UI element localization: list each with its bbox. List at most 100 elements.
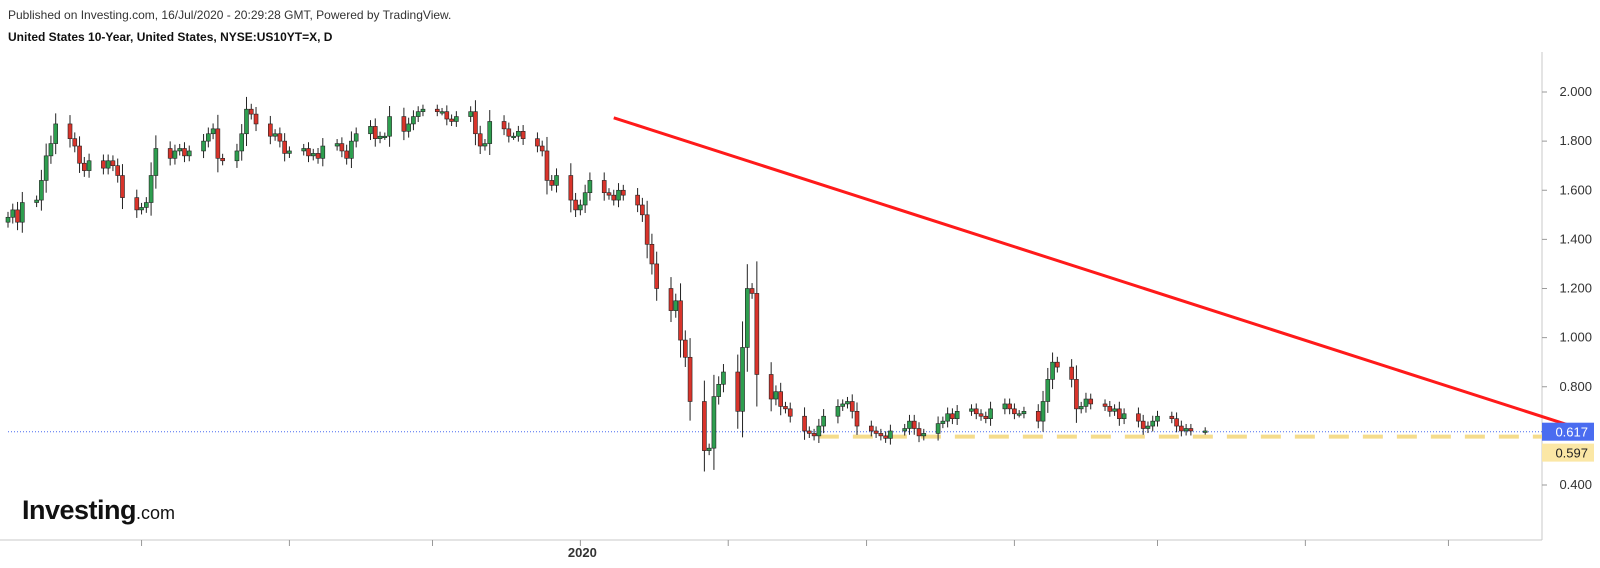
candle-up bbox=[39, 180, 44, 201]
last-price-badge bbox=[1542, 422, 1594, 441]
candle-up bbox=[1121, 413, 1127, 419]
candle-down bbox=[339, 143, 345, 152]
candle-up bbox=[53, 123, 58, 144]
candle-up bbox=[921, 433, 927, 437]
candle-up bbox=[816, 425, 822, 437]
candle-down bbox=[849, 401, 855, 412]
candle-down bbox=[735, 371, 741, 412]
candle-down bbox=[1035, 411, 1041, 422]
candle-up bbox=[988, 408, 993, 419]
candle-up bbox=[310, 153, 316, 157]
support-price-label: 0.597 bbox=[1555, 446, 1588, 461]
candle-down bbox=[768, 374, 774, 400]
candle-up bbox=[172, 150, 178, 159]
candle-up bbox=[1002, 403, 1008, 410]
candle-down bbox=[682, 339, 688, 358]
candle-down bbox=[978, 413, 984, 417]
candle-up bbox=[1155, 415, 1160, 422]
y-tick-label: 1.000 bbox=[1559, 330, 1592, 345]
candle-up bbox=[969, 408, 974, 412]
candle-up bbox=[1021, 411, 1027, 415]
candle-up bbox=[1050, 361, 1055, 380]
candle-down bbox=[1174, 418, 1179, 427]
candle-down bbox=[473, 111, 478, 135]
candle-down bbox=[869, 425, 874, 432]
candle-down bbox=[220, 158, 225, 162]
candle-down bbox=[477, 133, 483, 147]
candle-up bbox=[582, 192, 588, 206]
candle-down bbox=[120, 175, 125, 198]
candle-down bbox=[253, 113, 259, 125]
candle-up bbox=[377, 135, 383, 139]
candle-down bbox=[306, 148, 311, 157]
candle-up bbox=[186, 150, 192, 157]
candle-down bbox=[282, 140, 287, 154]
candle-up bbox=[1112, 408, 1117, 412]
candle-down bbox=[215, 128, 221, 159]
candle-down bbox=[110, 160, 116, 166]
investing-logo: Investing.com bbox=[22, 495, 175, 526]
candle-up bbox=[144, 202, 149, 208]
candle-up bbox=[773, 391, 779, 400]
candle-up bbox=[1040, 401, 1046, 422]
candle-up bbox=[721, 371, 726, 385]
candle-up bbox=[48, 143, 54, 157]
candle-down bbox=[1117, 408, 1122, 419]
candle-up bbox=[1202, 430, 1208, 433]
candle-down bbox=[611, 194, 617, 201]
candle-up bbox=[1083, 398, 1089, 407]
x-tick-label: 2020 bbox=[568, 545, 597, 560]
candle-up bbox=[387, 116, 392, 137]
candle-down bbox=[1140, 420, 1146, 429]
candle-up bbox=[945, 413, 950, 422]
y-tick-label: 0.400 bbox=[1559, 477, 1592, 492]
y-tick-label: 1.600 bbox=[1559, 182, 1592, 197]
candle-down bbox=[640, 204, 645, 216]
candle-up bbox=[935, 423, 941, 434]
candle-down bbox=[434, 108, 440, 112]
candle-down bbox=[911, 420, 917, 429]
downtrend-line[interactable] bbox=[613, 116, 1588, 433]
candle-up bbox=[153, 148, 159, 176]
candle-down bbox=[182, 148, 187, 157]
candle-up bbox=[353, 133, 359, 142]
candle-up bbox=[210, 128, 216, 135]
candle-down bbox=[950, 413, 955, 419]
candle-up bbox=[439, 111, 445, 114]
candle-down bbox=[878, 433, 884, 437]
candle-down bbox=[444, 111, 450, 120]
candle-down bbox=[1169, 415, 1175, 419]
candle-down bbox=[167, 148, 173, 159]
candle-down bbox=[372, 126, 378, 139]
candle-down bbox=[501, 121, 507, 130]
candle-down bbox=[1107, 406, 1113, 412]
candle-up bbox=[43, 155, 49, 181]
candle-up bbox=[320, 145, 326, 159]
candle-down bbox=[72, 138, 78, 147]
candle-down bbox=[807, 430, 812, 434]
candle-down bbox=[520, 131, 526, 139]
candle-up bbox=[334, 143, 340, 147]
candle-up bbox=[349, 140, 354, 159]
candle-up bbox=[454, 116, 459, 122]
candle-down bbox=[783, 406, 788, 410]
candle-up bbox=[368, 126, 373, 135]
candle-down bbox=[754, 293, 760, 375]
candle-up bbox=[420, 108, 426, 112]
candle-up bbox=[1145, 425, 1151, 429]
candle-up bbox=[835, 406, 841, 417]
candle-down bbox=[1136, 413, 1141, 422]
candle-up bbox=[34, 199, 39, 203]
candle-down bbox=[268, 123, 273, 137]
candle-up bbox=[516, 131, 521, 137]
candle-down bbox=[649, 243, 655, 265]
candle-up bbox=[745, 288, 750, 348]
candle-down bbox=[983, 415, 989, 419]
y-tick-label: 0.800 bbox=[1559, 379, 1592, 394]
candle-down bbox=[973, 408, 979, 415]
candle-down bbox=[82, 162, 87, 171]
candle-down bbox=[654, 263, 659, 289]
candle-up bbox=[234, 150, 240, 162]
candle-down bbox=[1179, 425, 1184, 432]
